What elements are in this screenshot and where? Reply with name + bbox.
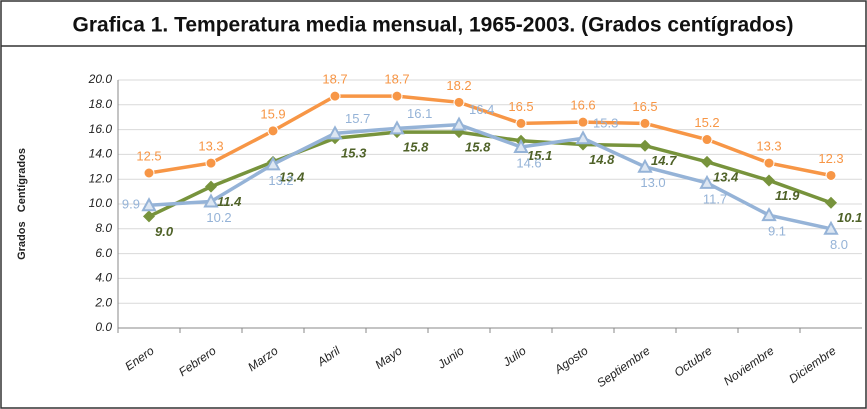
point [205, 157, 217, 169]
data-label: 12.5 [136, 148, 161, 163]
y-tick-label: 0.0 [95, 320, 112, 334]
point [513, 138, 529, 153]
data-label: 15.2 [694, 115, 719, 130]
data-label: 9.9 [122, 197, 140, 212]
data-label: 10.2 [206, 210, 231, 225]
point [699, 174, 715, 189]
y-tick-label: 8.0 [95, 221, 112, 235]
data-label: 13.4 [279, 169, 305, 184]
data-label: 13.2 [268, 173, 293, 188]
point [575, 130, 591, 145]
point [203, 193, 219, 208]
point [267, 125, 279, 137]
point [825, 196, 837, 209]
data-label: 18.2 [446, 78, 471, 93]
point [761, 207, 777, 222]
point [639, 139, 651, 152]
data-label: 14.6 [516, 155, 541, 170]
data-label: 13.4 [713, 169, 739, 184]
data-label: 15.9 [260, 106, 285, 121]
point [327, 125, 343, 140]
y-tick-label: 14.0 [89, 147, 113, 161]
data-label: 15.8 [403, 140, 429, 155]
data-label: 12.3 [818, 151, 843, 166]
data-label: 11.7 [703, 191, 727, 206]
y-tick-label: 10.0 [89, 196, 113, 210]
y-axis-label: Grados Centígrados [16, 148, 28, 260]
data-label: 18.7 [384, 72, 409, 87]
y-tick-label: 12.0 [89, 171, 113, 185]
point [329, 90, 341, 102]
y-tick-label: 4.0 [95, 271, 112, 285]
data-label: 11.4 [217, 194, 242, 209]
point [389, 120, 405, 135]
data-label: 15.3 [593, 116, 618, 131]
point [141, 197, 157, 212]
y-tick-label: 6.0 [95, 246, 112, 260]
point [453, 96, 465, 108]
data-label: 18.7 [322, 72, 347, 87]
point [515, 117, 527, 129]
data-label: 10.1 [837, 210, 862, 225]
point [637, 158, 653, 173]
data-label: 14.8 [589, 152, 615, 167]
point [701, 134, 713, 146]
data-label: 14.7 [651, 153, 677, 168]
y-tick-label: 20.0 [88, 72, 113, 86]
data-label: 15.7 [345, 111, 370, 126]
data-label: 15.8 [465, 140, 491, 155]
data-label: 16.5 [632, 99, 657, 114]
data-label: 13.0 [640, 175, 665, 190]
series-line [148, 94, 832, 178]
series-line [148, 122, 832, 231]
point [451, 116, 467, 131]
data-label: 11.9 [775, 188, 800, 203]
point [825, 169, 837, 181]
point [823, 220, 839, 235]
data-label: 8.0 [830, 237, 848, 252]
point [205, 180, 217, 193]
data-label: 16.1 [407, 106, 432, 121]
data-label: 15.1 [527, 148, 552, 163]
point [763, 157, 775, 169]
chart-title: Grafica 1. Temperatura media mensual, 19… [73, 14, 794, 37]
data-label: 13.3 [756, 139, 781, 154]
data-label: 16.5 [508, 99, 533, 114]
data-label: 16.4 [469, 102, 494, 117]
y-tick-label: 16.0 [89, 122, 113, 136]
y-tick-label: 18.0 [89, 97, 113, 111]
point [143, 167, 155, 179]
point [265, 156, 281, 171]
point [763, 174, 775, 187]
data-label: 9.0 [155, 224, 174, 239]
point [391, 90, 403, 102]
data-label: 13.3 [198, 139, 223, 154]
data-label: 15.3 [341, 146, 367, 161]
data-label: 9.1 [768, 224, 786, 239]
point [577, 116, 589, 128]
point [143, 210, 155, 223]
data-label: 16.6 [570, 98, 595, 113]
y-tick-label: 2.0 [94, 295, 112, 309]
point [701, 155, 713, 168]
point [639, 117, 651, 129]
